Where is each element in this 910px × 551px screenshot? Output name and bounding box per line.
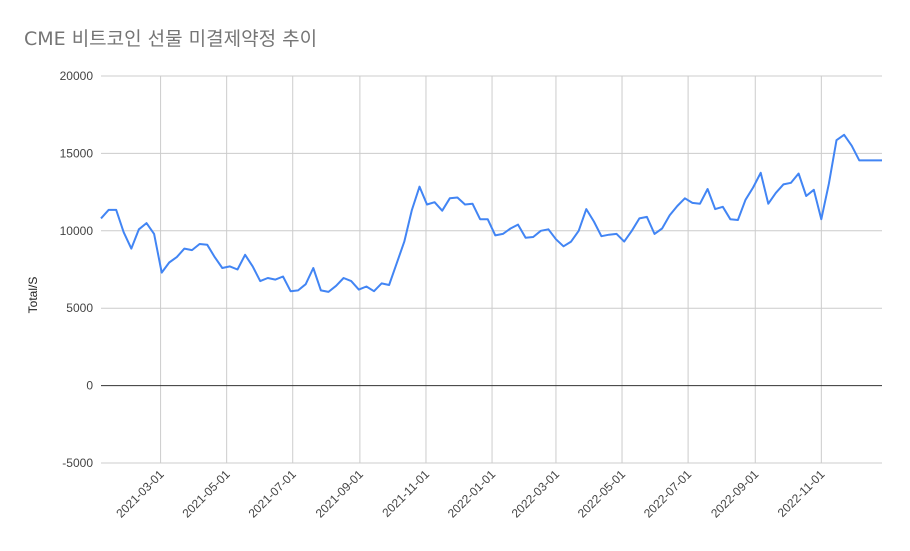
x-tick-label: 2022-01-01 <box>445 467 499 521</box>
x-tick-label: 2022-09-01 <box>708 467 762 521</box>
x-tick-label: 2021-03-01 <box>113 467 167 521</box>
x-tick-label: 2022-11-01 <box>775 467 828 520</box>
x-tick-label: 2021-07-01 <box>246 467 300 521</box>
series-group <box>100 133 882 293</box>
y-tick-label: 5000 <box>66 301 93 315</box>
x-gridlines <box>160 76 822 463</box>
x-tick-label: 2022-03-01 <box>509 467 563 521</box>
y-tick-labels: -5000 0 5000 10000 15000 20000 <box>60 69 94 470</box>
chart-title: CME 비트코인 선물 미결제약정 추이 <box>24 28 318 50</box>
y-tick-label: 15000 <box>60 146 94 160</box>
x-tick-label: 2022-05-01 <box>575 467 629 521</box>
x-tick-label: 2021-11-01 <box>379 467 432 520</box>
series-line <box>100 133 882 293</box>
y-axis-label: Total/S <box>26 277 40 314</box>
x-tick-label: 2022-07-01 <box>641 467 695 521</box>
x-tick-label: 2021-05-01 <box>179 467 233 521</box>
y-tick-label: 10000 <box>60 224 94 238</box>
y-gridlines <box>101 75 882 464</box>
y-tick-label: 0 <box>86 379 93 393</box>
x-tick-labels: 2021-03-01 2021-05-01 2021-07-01 2021-09-01… <box>113 467 827 521</box>
y-tick-label: -5000 <box>62 456 93 470</box>
x-tick-label: 2021-09-01 <box>313 467 367 521</box>
y-tick-label: 20000 <box>60 69 94 83</box>
